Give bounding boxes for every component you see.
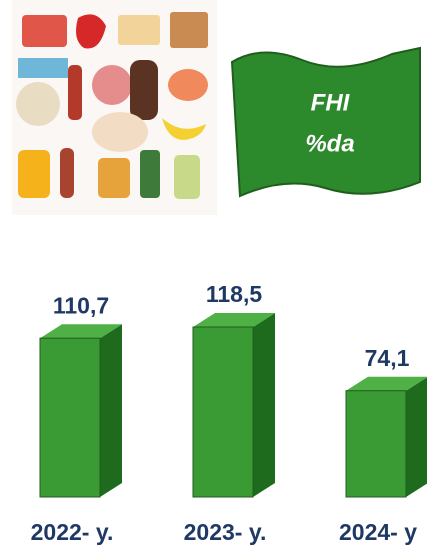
bar-side [406,377,427,497]
food-icon [22,15,67,47]
banner [232,48,420,196]
food-icon [18,150,50,198]
food-icon [92,65,132,105]
bar [193,327,253,497]
bar-side [253,313,275,497]
bar [346,391,406,497]
x-tick-label: 2023- y. [184,519,267,545]
food-icon [98,158,130,198]
food-icon [170,12,208,48]
food-illustration [12,0,217,215]
value-label: 118,5 [206,281,262,307]
food-icon [174,155,200,199]
x-tick-label: 2022- y. [31,519,114,545]
food-icon [168,69,208,101]
food-icon [18,58,68,78]
food-icon [140,150,160,198]
banner-text: %da [305,130,354,157]
food-icon [92,112,148,152]
value-label: 110,7 [53,292,109,318]
banner-text: FHI [311,89,351,116]
chart: FHI %da 110,7 2022- y. 118,5 2023- y. 74,1 20… [0,0,427,551]
food-icon [118,15,160,45]
food-icon [60,148,74,198]
value-label: 74,1 [365,345,410,371]
bar-side [100,324,122,497]
x-tick-label: 2024- y [339,519,417,545]
food-icon [130,60,158,120]
food-icon [16,82,60,126]
food-icon [68,65,82,120]
bar [40,338,100,497]
